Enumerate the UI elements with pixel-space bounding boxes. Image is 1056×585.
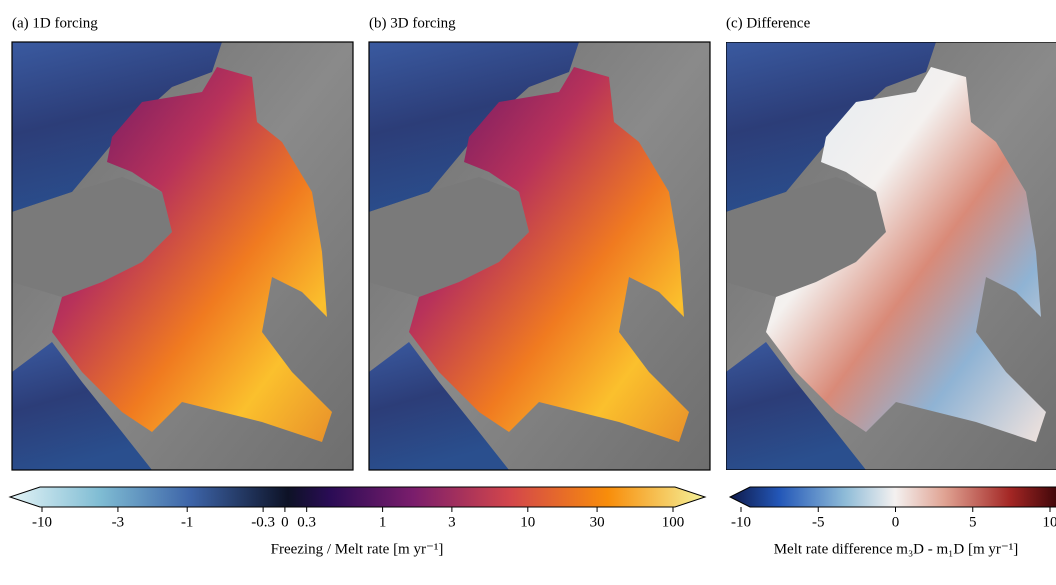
- tick-label: 1: [379, 514, 387, 530]
- tick-label: 0: [892, 514, 900, 530]
- tick-label: 0: [281, 514, 289, 530]
- tick-label: -3: [112, 514, 125, 530]
- map-panel: [368, 41, 711, 471]
- panel-title: (a) 1D forcing: [12, 15, 98, 31]
- panel-title: (b) 3D forcing: [369, 15, 456, 31]
- tick-label: 0.3: [297, 514, 316, 530]
- tick-label: -5: [812, 514, 825, 530]
- tick-label: 100: [662, 514, 685, 530]
- map-panel: [726, 42, 1056, 470]
- tick-label: 30: [590, 514, 605, 530]
- tick-label: -10: [731, 514, 751, 530]
- tick-label: -1: [181, 514, 194, 530]
- panel-title: (c) Difference: [726, 15, 811, 31]
- colorbar-label: Melt rate difference m₃D - m₁D [m yr⁻¹]: [774, 541, 1019, 557]
- tick-label: -10: [32, 514, 52, 530]
- tick-label: 3: [448, 514, 456, 530]
- tick-label: 10: [1043, 514, 1056, 530]
- tick-label: -0.3: [251, 514, 275, 530]
- colorbar: [8, 486, 707, 508]
- map-panel: [11, 41, 354, 471]
- tick-label: 5: [969, 514, 977, 530]
- tick-label: 10: [520, 514, 535, 530]
- colorbar: [728, 486, 1056, 508]
- colorbar-label: Freezing / Melt rate [m yr⁻¹]: [271, 541, 444, 557]
